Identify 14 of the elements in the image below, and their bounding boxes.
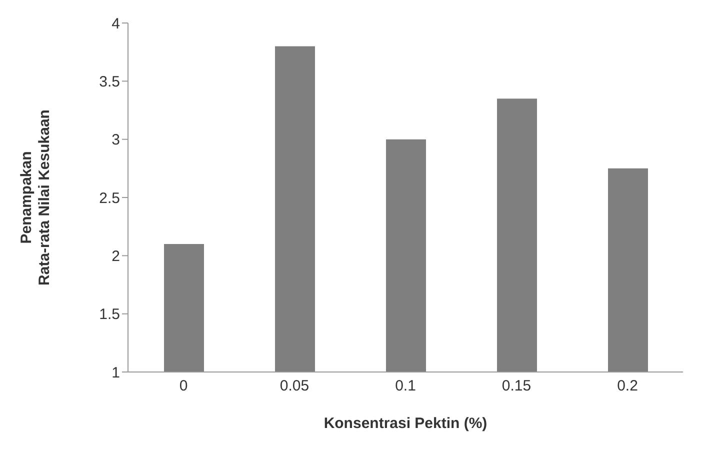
y-tick-label: 3	[112, 132, 120, 149]
y-tick-label: 2	[112, 248, 120, 265]
y-axis-title: Penampakan Rata-rata Nilai Kesukaan	[18, 110, 53, 286]
y-tick-label: 1.5	[99, 306, 120, 324]
x-tick-label: 0.15	[502, 378, 532, 395]
x-tick-label: 0.1	[395, 378, 416, 395]
y-tick-label: 2.5	[99, 190, 120, 207]
y-tick-label: 3.5	[99, 73, 120, 90]
y-tick-label: 4	[112, 15, 120, 32]
x-tick-label: 0.05	[280, 378, 310, 395]
x-axis-title: Konsentrasi Pektin (%)	[324, 415, 488, 432]
x-tick-label: 0.2	[617, 378, 638, 395]
y-tick-label: 1	[112, 364, 120, 382]
x-tick-label: 0	[179, 378, 188, 395]
